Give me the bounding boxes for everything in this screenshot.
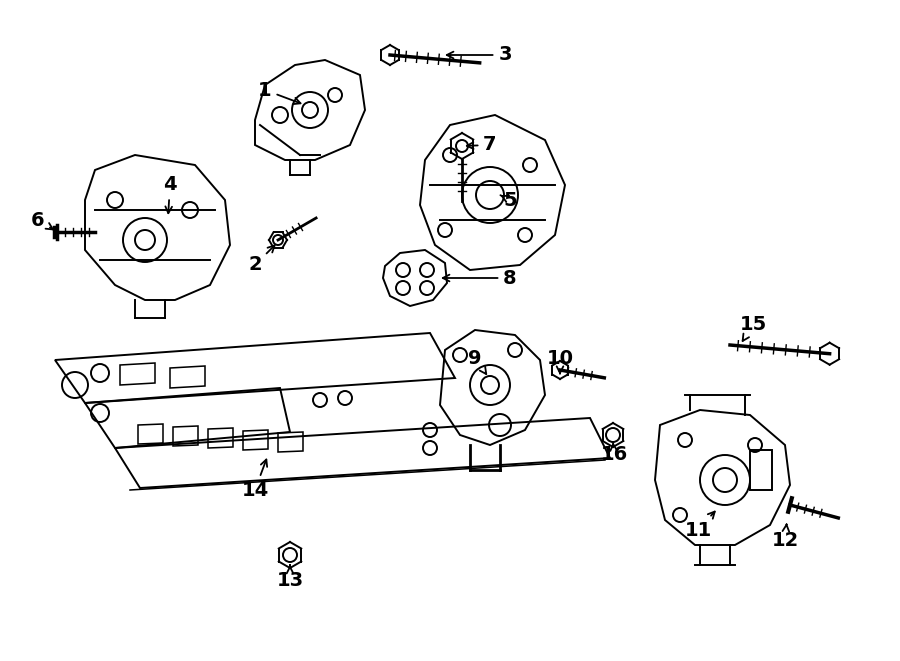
Text: 16: 16 [600,443,627,465]
Text: 8: 8 [443,268,517,288]
Text: 11: 11 [684,512,715,539]
Text: 14: 14 [241,459,268,500]
Bar [750,450,772,490]
Text: 6: 6 [32,210,53,229]
Text: 10: 10 [546,348,573,373]
Text: 1: 1 [258,81,301,104]
Text: 13: 13 [276,565,303,590]
Text: 7: 7 [467,136,497,155]
Text: 9: 9 [468,348,486,374]
Text: 15: 15 [740,315,767,341]
Text: 12: 12 [771,524,798,549]
Text: 2: 2 [248,245,274,274]
Text: 5: 5 [500,190,517,210]
Text: 3: 3 [446,46,512,65]
Text: 4: 4 [163,176,176,214]
